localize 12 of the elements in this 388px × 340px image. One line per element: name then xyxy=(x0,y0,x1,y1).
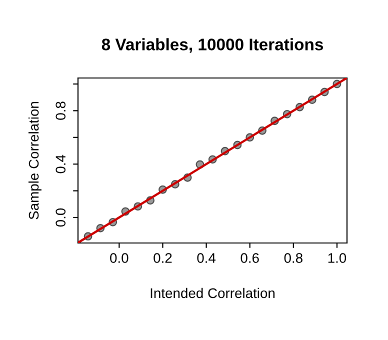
y-tick-label: 0.8 xyxy=(56,102,66,120)
chart-title: 8 Variables, 10000 Iterations xyxy=(102,38,324,53)
x-tick-label: 1.0 xyxy=(328,253,346,263)
y-axis-title: Sample Correlation xyxy=(28,102,42,220)
x-tick-label: 0.4 xyxy=(197,253,216,263)
y-tick-label: 0.4 xyxy=(56,154,66,174)
x-tick-label: 0.0 xyxy=(110,253,128,263)
x-tick-label: 0.8 xyxy=(284,253,302,263)
x-tick-label: 0.6 xyxy=(240,253,259,263)
x-axis-title: Intended Correlation xyxy=(150,288,275,298)
y-tick-label: 0.0 xyxy=(56,208,66,227)
x-tick-label: 0.2 xyxy=(154,253,172,263)
